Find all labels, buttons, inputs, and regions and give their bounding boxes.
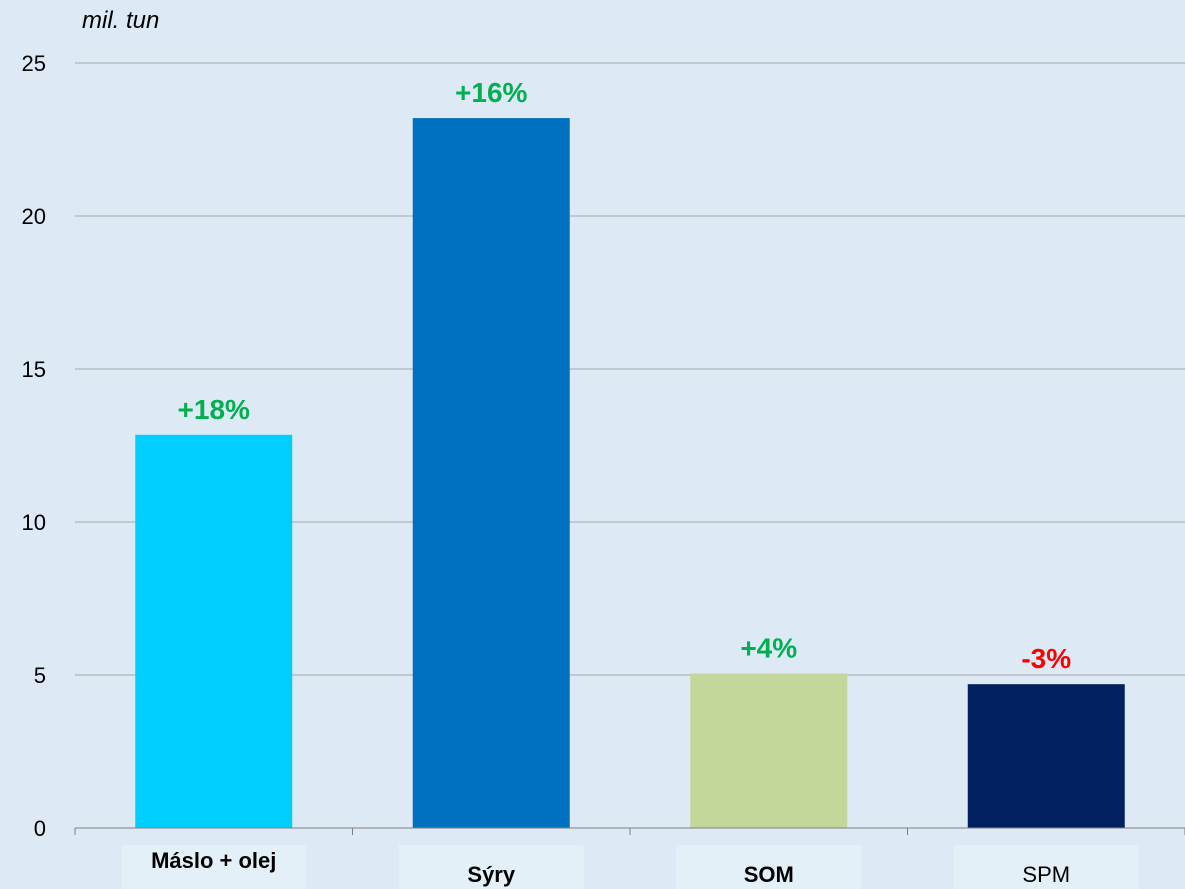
data-label: +4% bbox=[740, 632, 797, 663]
category-label: SOM bbox=[744, 862, 794, 887]
category-label: SPM bbox=[1022, 862, 1070, 887]
data-labels: +18% +16% +4% -3% bbox=[178, 77, 1072, 674]
bar bbox=[413, 118, 570, 828]
bar bbox=[135, 435, 292, 828]
y-tick-label: 0 bbox=[34, 816, 46, 841]
y-tick-label: 10 bbox=[22, 510, 46, 535]
y-tick-label: 20 bbox=[22, 204, 46, 229]
bars bbox=[135, 118, 1125, 828]
y-tick-label: 25 bbox=[22, 51, 46, 76]
y-unit-label: mil. tun bbox=[82, 7, 159, 34]
y-tick-label: 5 bbox=[34, 663, 46, 688]
data-label: -3% bbox=[1021, 643, 1071, 674]
data-label: +16% bbox=[455, 77, 527, 108]
bar bbox=[968, 684, 1125, 828]
y-tick-label: 15 bbox=[22, 357, 46, 382]
category-label: Máslo + olej bbox=[151, 848, 276, 873]
x-axis bbox=[75, 828, 1185, 835]
bar bbox=[690, 673, 847, 828]
data-label: +18% bbox=[178, 394, 250, 425]
y-axis-ticks: 0 5 10 15 20 25 bbox=[22, 51, 46, 841]
category-label: Sýry bbox=[467, 862, 515, 887]
